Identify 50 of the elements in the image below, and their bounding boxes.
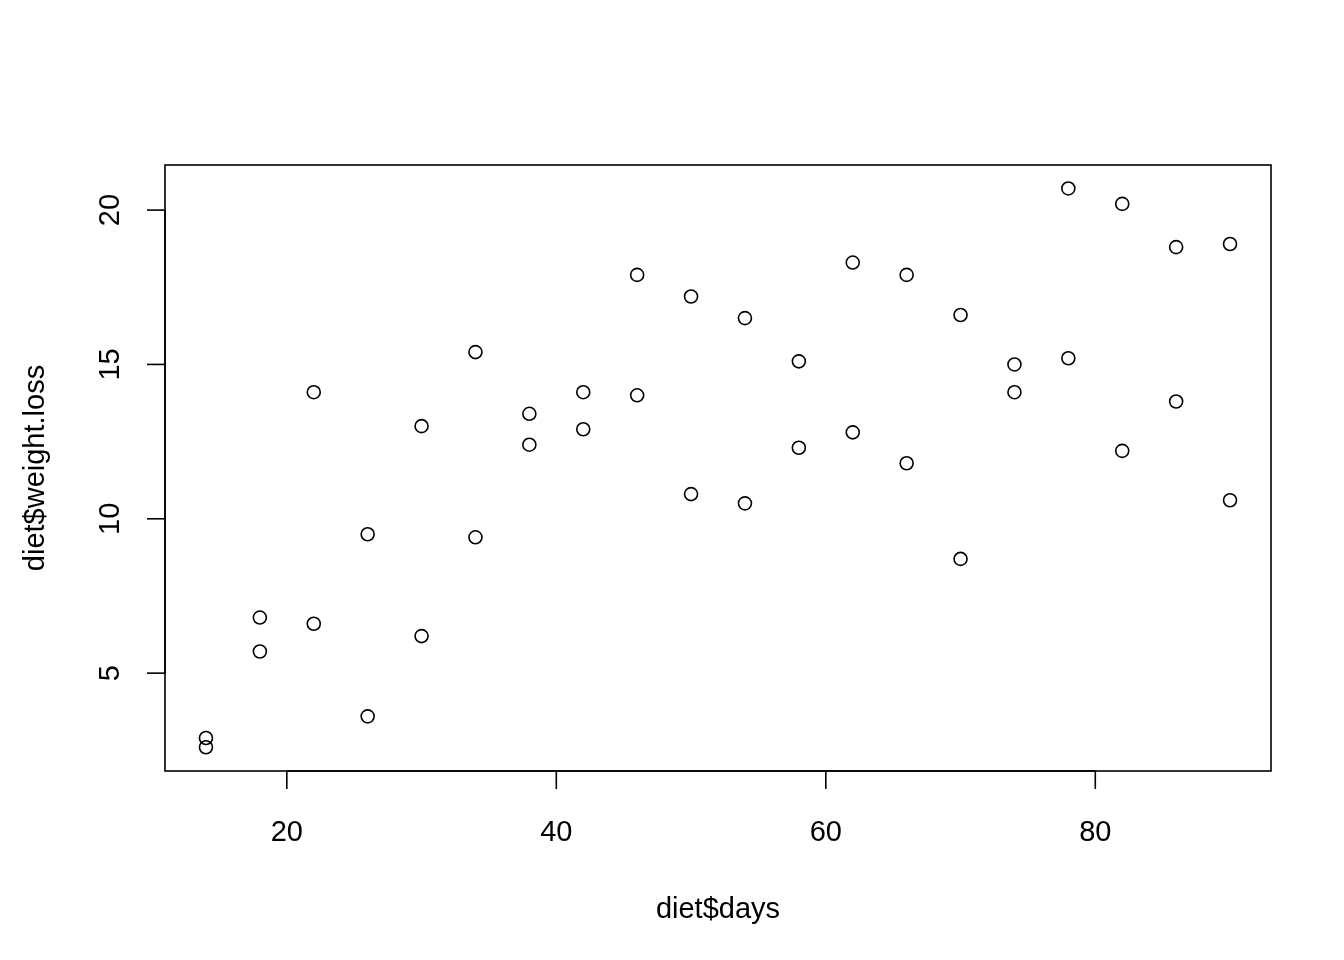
point	[252, 644, 268, 659]
point	[845, 425, 861, 440]
x-tick-label: 20	[270, 815, 303, 847]
point	[198, 730, 214, 746]
point	[522, 437, 537, 452]
point	[522, 406, 537, 422]
x-tick-label: 40	[540, 815, 573, 847]
point	[360, 526, 375, 542]
point	[899, 267, 914, 283]
y-tick-label: 20	[93, 193, 125, 227]
point	[306, 384, 322, 400]
point	[791, 440, 807, 456]
point	[1061, 350, 1076, 366]
y-tick-label: 15	[93, 348, 125, 381]
point	[953, 307, 968, 323]
point	[468, 530, 483, 545]
x-axis-title: diet$days	[655, 892, 781, 924]
y-tick-label: 5	[93, 665, 125, 682]
point	[468, 344, 483, 360]
point	[737, 496, 753, 511]
point	[737, 310, 753, 326]
point	[683, 486, 699, 502]
y-tick-label: 10	[93, 502, 125, 535]
point	[1168, 394, 1184, 409]
point	[791, 354, 807, 369]
point	[1114, 443, 1130, 459]
point	[414, 628, 429, 644]
point	[198, 739, 214, 755]
point	[1222, 492, 1238, 508]
point	[414, 418, 429, 434]
point	[1222, 236, 1238, 252]
point	[1114, 196, 1130, 212]
point	[629, 267, 645, 283]
point	[899, 455, 914, 471]
point	[953, 551, 968, 567]
x-tick-label: 80	[1079, 815, 1112, 847]
point	[575, 421, 591, 437]
point	[252, 610, 268, 625]
point	[1007, 384, 1022, 400]
point	[683, 289, 699, 304]
point	[845, 255, 861, 270]
point	[1168, 239, 1184, 255]
point	[360, 709, 375, 724]
x-tick-label: 60	[809, 815, 842, 847]
point	[1061, 181, 1076, 196]
point	[306, 616, 322, 632]
point	[1007, 357, 1022, 372]
y-axis-title: diet$weight.loss	[18, 364, 50, 572]
point	[629, 388, 645, 403]
point	[575, 384, 591, 400]
